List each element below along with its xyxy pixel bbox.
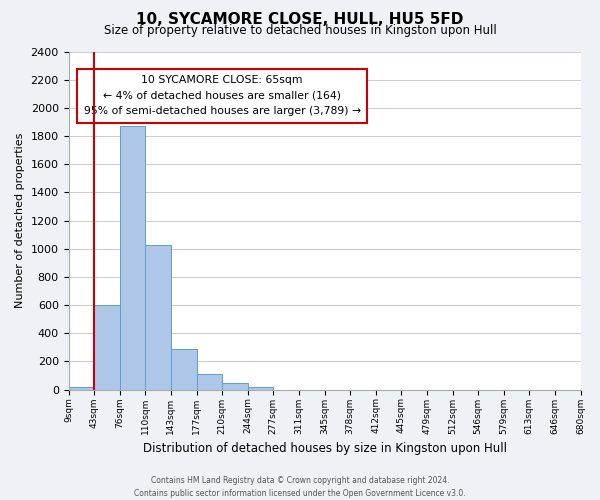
Bar [197, 374, 222, 390]
Text: Size of property relative to detached houses in Kingston upon Hull: Size of property relative to detached ho… [104, 24, 496, 37]
Bar [145, 244, 171, 390]
Y-axis label: Number of detached properties: Number of detached properties [15, 133, 25, 308]
Bar [171, 350, 197, 390]
Text: 10 SYCAMORE CLOSE: 65sqm
← 4% of detached houses are smaller (164)
95% of semi-d: 10 SYCAMORE CLOSE: 65sqm ← 4% of detache… [83, 75, 361, 116]
Bar [68, 387, 94, 390]
Bar [120, 126, 145, 390]
X-axis label: Distribution of detached houses by size in Kingston upon Hull: Distribution of detached houses by size … [143, 442, 506, 455]
Text: Contains HM Land Registry data © Crown copyright and database right 2024.
Contai: Contains HM Land Registry data © Crown c… [134, 476, 466, 498]
Bar [248, 387, 274, 390]
Bar [222, 384, 248, 390]
Bar [94, 305, 120, 390]
Text: 10, SYCAMORE CLOSE, HULL, HU5 5FD: 10, SYCAMORE CLOSE, HULL, HU5 5FD [136, 12, 464, 26]
